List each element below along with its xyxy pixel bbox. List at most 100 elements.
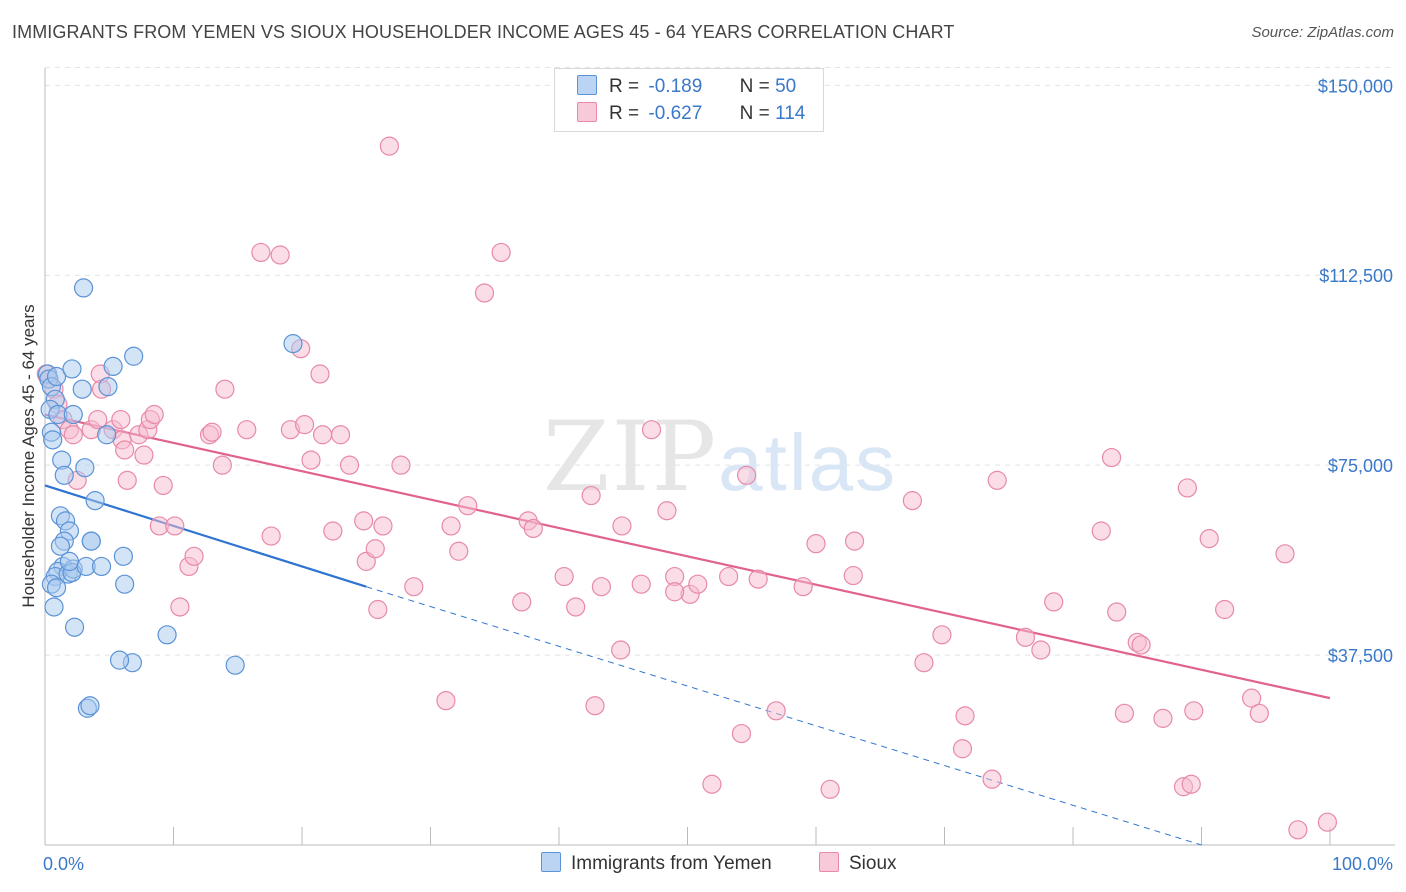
axes (44, 68, 1395, 846)
sioux-point (566, 597, 586, 617)
yemen-point (72, 379, 92, 399)
sioux-point (391, 455, 411, 475)
sioux-point (955, 706, 975, 726)
sioux-point (63, 425, 83, 445)
sioux-point (330, 425, 351, 445)
legend-r-value: -0.627 (648, 103, 703, 124)
tick-labels: $37,500 $75,000 $112,500 $150,000 0.0% 100.0% (43, 76, 1393, 874)
sioux-point (251, 242, 271, 263)
yemen-point (43, 430, 63, 450)
sioux-point (449, 541, 469, 561)
sioux-point (657, 501, 677, 521)
sioux-point (1181, 774, 1201, 794)
sioux-point (554, 566, 574, 587)
yemen-point (124, 346, 144, 366)
sioux-point (523, 518, 543, 539)
yemen-point (46, 366, 67, 387)
sioux-point (766, 701, 786, 721)
y-tick-label: $112,500 (1319, 266, 1393, 286)
sioux-point (793, 577, 813, 597)
sioux-point (115, 440, 135, 460)
sioux-point (748, 569, 768, 589)
sioux-point (310, 364, 330, 384)
sioux-point (270, 245, 290, 265)
y-tick-label: $150,000 (1318, 76, 1393, 96)
yemen-point (225, 655, 245, 675)
grid-lines (45, 66, 1395, 656)
chart-title: IMMIGRANTS FROM YEMEN VS SIOUX HOUSEHOLD… (12, 22, 955, 42)
sioux-point (1275, 544, 1295, 564)
yemen-point (54, 465, 74, 485)
correlation-legend: R = -0.189 N = 50 R = -0.627 N = 114 (554, 68, 824, 132)
sioux-point (212, 455, 232, 475)
sioux-point (1317, 812, 1338, 832)
sioux-point (1114, 703, 1135, 723)
legend-swatch-pink (577, 102, 597, 122)
yemen-point (64, 617, 85, 637)
sioux-point (902, 491, 922, 511)
sioux-point (134, 445, 154, 465)
sioux-point (1215, 599, 1235, 620)
sioux-point (237, 420, 257, 440)
sioux-point (379, 136, 399, 156)
legend-label-yemen: Immigrants from Yemen (571, 853, 772, 874)
sioux-point (932, 625, 952, 645)
sioux-point (153, 475, 173, 496)
sioux-point (512, 592, 532, 612)
sioux-point (1153, 708, 1173, 728)
yemen-point (98, 377, 118, 397)
sioux-point (591, 577, 612, 597)
sioux-point (436, 691, 456, 711)
sioux-point (184, 546, 204, 566)
sioux-point (441, 516, 461, 536)
sioux-point (491, 242, 511, 263)
sioux-point (1242, 688, 1262, 708)
yemen-point (73, 278, 94, 298)
sioux-point (373, 516, 393, 536)
yemen-point (62, 359, 82, 379)
yemen-point (157, 625, 177, 645)
yemen-point (113, 546, 133, 566)
sioux-point (1199, 528, 1219, 549)
sioux-point (1184, 701, 1204, 721)
sioux-point (719, 566, 739, 587)
x-tick-label: 0.0% (43, 854, 84, 874)
legend-row-sioux: R = -0.627 N = 114 (577, 102, 805, 126)
yemen-trend-extension (366, 586, 1202, 846)
legend-n-label: N = (739, 103, 770, 124)
sioux-point (1107, 602, 1127, 622)
sioux-point (1131, 635, 1151, 655)
sioux-point (354, 511, 374, 531)
sioux-point (202, 422, 222, 442)
legend-swatch-pink (819, 852, 839, 872)
legend-swatch-blue (577, 75, 597, 95)
sioux-point (339, 455, 360, 475)
sioux-point (1101, 447, 1122, 468)
sioux-point (474, 283, 495, 303)
sioux-point (806, 534, 826, 554)
sioux-point (611, 640, 631, 660)
sioux-point (631, 574, 651, 594)
sioux-point (165, 516, 185, 536)
legend-item-yemen: Immigrants from Yemen (541, 852, 772, 875)
yemen-point (91, 556, 112, 577)
sioux-point (952, 739, 973, 759)
yemen-point (109, 650, 130, 670)
sioux-point (365, 539, 385, 559)
sioux-point (1288, 820, 1308, 840)
sioux-point (820, 779, 840, 799)
yemen-point (115, 574, 135, 594)
sioux-point (88, 409, 108, 430)
sioux-point (215, 379, 235, 399)
sioux-point (301, 450, 321, 470)
sioux-point (117, 470, 137, 490)
legend-label-sioux: Sioux (849, 853, 897, 874)
legend-n-value: 114 (775, 103, 806, 124)
yemen-point (80, 696, 100, 716)
y-tick-label: $75,000 (1328, 456, 1393, 476)
sioux-point (458, 496, 478, 516)
sioux-point (843, 565, 863, 586)
yemen-point (75, 458, 95, 478)
sioux-point (312, 425, 333, 445)
